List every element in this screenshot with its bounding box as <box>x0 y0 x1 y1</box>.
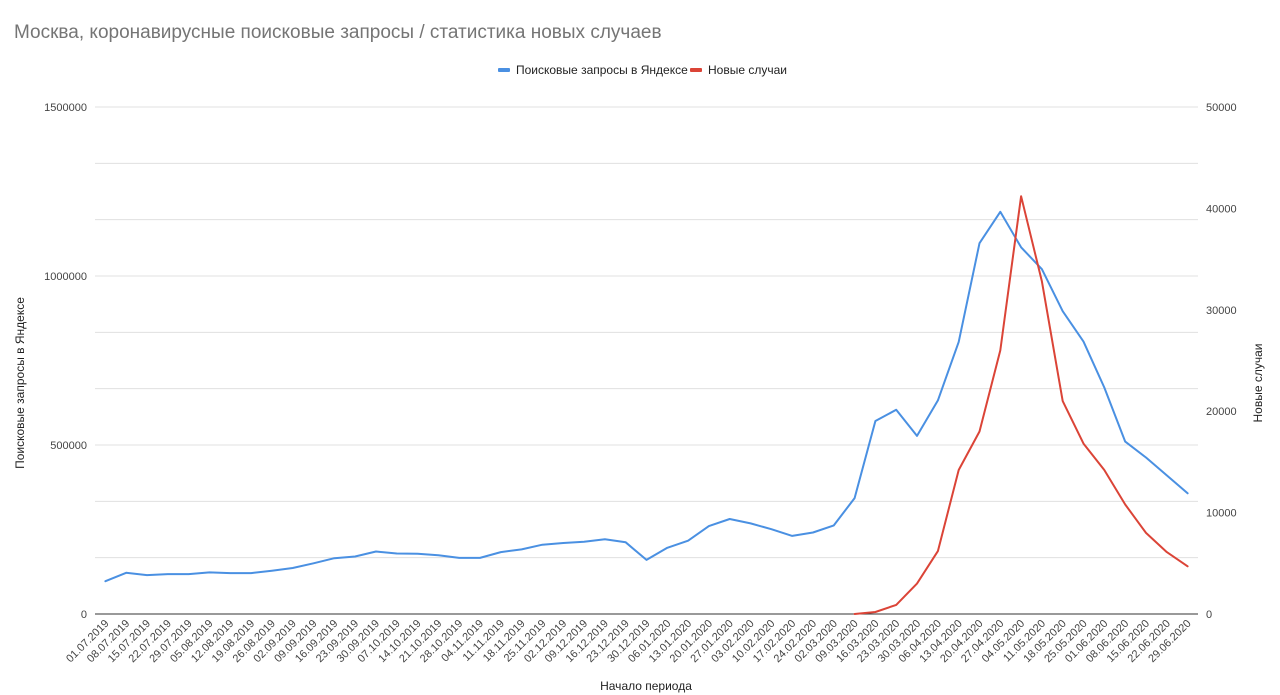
legend-swatch-search <box>498 68 510 72</box>
chart-title: Москва, коронавирусные поисковые запросы… <box>14 22 662 43</box>
y-right-tick-label: 10000 <box>1206 508 1237 520</box>
y-axis-right-ticks: 0 10000 20000 30000 40000 50000 <box>1206 102 1237 621</box>
y-right-tick-label: 50000 <box>1206 102 1237 114</box>
x-axis-ticks: 01.07.201908.07.201915.07.201922.07.2019… <box>64 618 1194 665</box>
y-right-tick-label: 0 <box>1206 609 1212 621</box>
y-left-tick-label: 500000 <box>50 440 87 452</box>
y-left-tick-label: 1500000 <box>44 102 87 114</box>
y-axis-left-label: Поисковые запросы в Яндексе <box>13 297 27 469</box>
y-axis-left-ticks: 0 500000 1000000 1500000 <box>44 102 87 621</box>
y-left-tick-label: 0 <box>81 609 87 621</box>
legend-label-cases: Новые случаи <box>708 63 787 77</box>
y-right-tick-label: 20000 <box>1206 406 1237 418</box>
series-line-cases <box>853 195 1189 615</box>
gridlines <box>95 106 1198 615</box>
y-right-tick-label: 30000 <box>1206 305 1237 317</box>
series-lines <box>104 195 1189 615</box>
y-axis-right-label: Новые случаи <box>1251 344 1265 423</box>
legend: Поисковые запросы в Яндексе Новые случаи <box>498 63 787 77</box>
series-line-search <box>104 210 1189 583</box>
y-right-tick-label: 40000 <box>1206 203 1237 215</box>
legend-swatch-cases <box>690 68 702 72</box>
legend-label-search: Поисковые запросы в Яндексе <box>516 63 688 77</box>
y-left-tick-label: 1000000 <box>44 271 87 283</box>
x-axis-label: Начало периода <box>600 679 692 693</box>
